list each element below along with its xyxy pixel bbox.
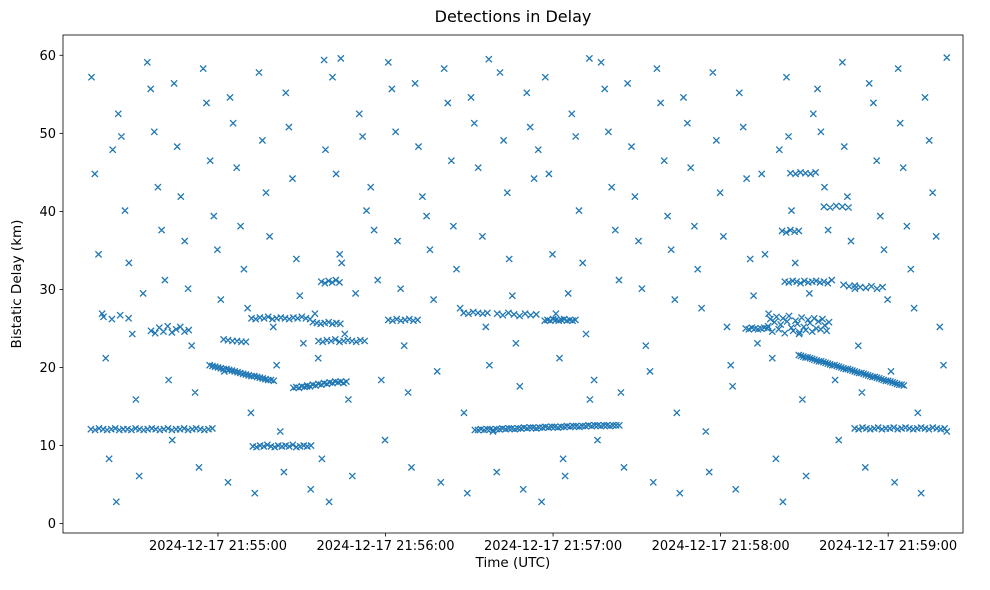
y-tick-label: 50: [39, 127, 56, 142]
x-tick-label: 2024-12-17 21:59:00: [819, 539, 957, 554]
chart-title: Detections in Delay: [434, 7, 592, 26]
y-tick-label: 20: [39, 361, 56, 376]
y-tick-label: 40: [39, 205, 56, 220]
x-tick-label: 2024-12-17 21:57:00: [484, 539, 622, 554]
x-tick-label: 2024-12-17 21:56:00: [316, 539, 454, 554]
y-tick-label: 10: [39, 439, 56, 454]
y-axis-label: Bistatic Delay (km): [9, 219, 25, 349]
x-tick-label: 2024-12-17 21:55:00: [149, 539, 287, 554]
y-tick-label: 0: [48, 517, 56, 532]
plot-frame: [62, 34, 964, 534]
y-tick-label: 30: [39, 283, 56, 298]
y-tick-label: 60: [39, 49, 56, 64]
x-tick-label: 2024-12-17 21:58:00: [652, 539, 790, 554]
scatter-markers: [87, 54, 951, 506]
x-axis-label: Time (UTC): [475, 555, 551, 571]
